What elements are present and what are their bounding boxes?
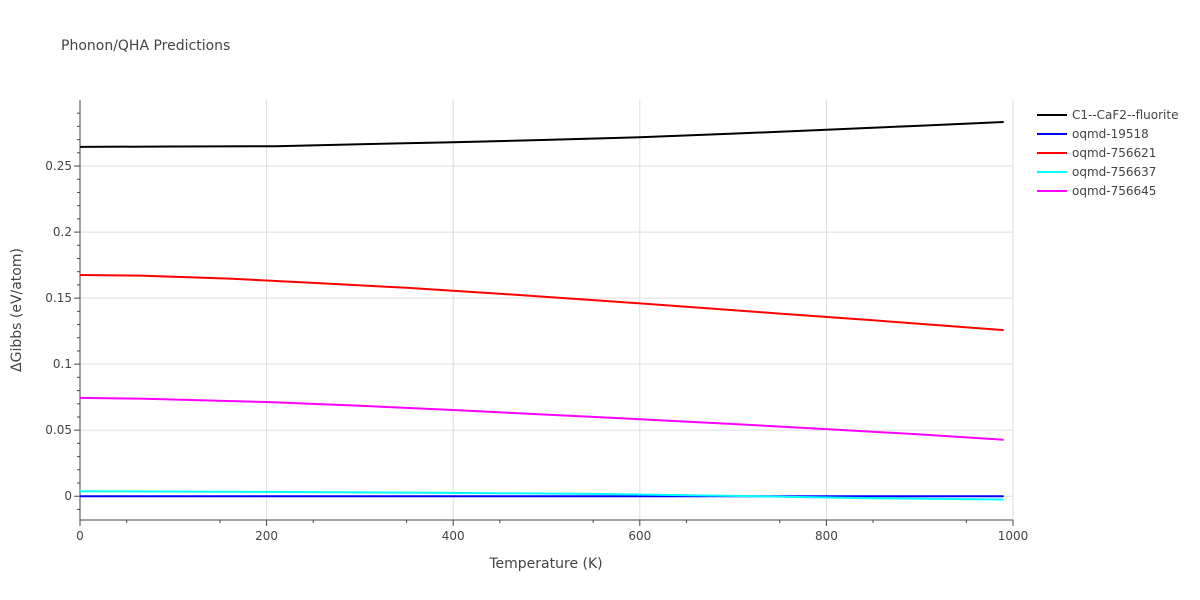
- y-tick-label: 0.15: [45, 291, 72, 305]
- legend-item-oqmd-19518[interactable]: oqmd-19518: [1037, 127, 1149, 141]
- series-lines: [79, 121, 1004, 501]
- x-tick-label: 600: [628, 529, 651, 543]
- legend-item-oqmd-756621[interactable]: oqmd-756621: [1037, 146, 1156, 160]
- grid: [80, 100, 1014, 520]
- legend-label: oqmd-756621: [1072, 146, 1156, 160]
- series-line-oqmd-756621: [79, 274, 1004, 332]
- legend-item-C1--CaF2--fluorite[interactable]: C1--CaF2--fluorite: [1037, 108, 1178, 122]
- legend-label: oqmd-756637: [1072, 165, 1156, 179]
- x-axis-title: Temperature (K): [488, 556, 602, 572]
- x-tick-label: 200: [255, 529, 278, 543]
- axes: [79, 100, 1013, 521]
- y-axis-title: ΔGibbs (eV/atom): [9, 248, 25, 372]
- legend[interactable]: C1--CaF2--fluorite oqmd-19518 oqmd-756621 o…: [1037, 108, 1178, 198]
- y-tick-label: 0.05: [45, 423, 72, 437]
- legend-item-oqmd-756637[interactable]: oqmd-756637: [1037, 165, 1156, 179]
- chart-title: Phonon/QHA Predictions: [61, 38, 230, 54]
- series-line-C1--CaF2--fluorite: [79, 121, 1004, 148]
- legend-label: oqmd-756645: [1072, 184, 1156, 198]
- y-tick-label: 0.1: [53, 357, 72, 371]
- y-tick-label: 0.25: [45, 159, 72, 173]
- x-tick-label: 1000: [998, 529, 1029, 543]
- y-ticks: 0 0.05 0.1 0.15 0.2 0.25: [45, 112, 80, 510]
- x-tick-label: 800: [815, 529, 838, 543]
- legend-item-oqmd-756645[interactable]: oqmd-756645: [1037, 184, 1156, 198]
- x-tick-label: 400: [442, 529, 465, 543]
- y-tick-label: 0.2: [53, 225, 72, 239]
- series-line-oqmd-756637: [79, 490, 1004, 501]
- x-tick-label: 0: [76, 529, 84, 543]
- x-ticks: 0 200 400 600 800 1000: [76, 520, 1028, 543]
- legend-label: oqmd-19518: [1072, 127, 1149, 141]
- y-tick-label: 0: [64, 489, 72, 503]
- series-line-oqmd-756645: [79, 396, 1004, 441]
- legend-label: C1--CaF2--fluorite: [1072, 108, 1178, 122]
